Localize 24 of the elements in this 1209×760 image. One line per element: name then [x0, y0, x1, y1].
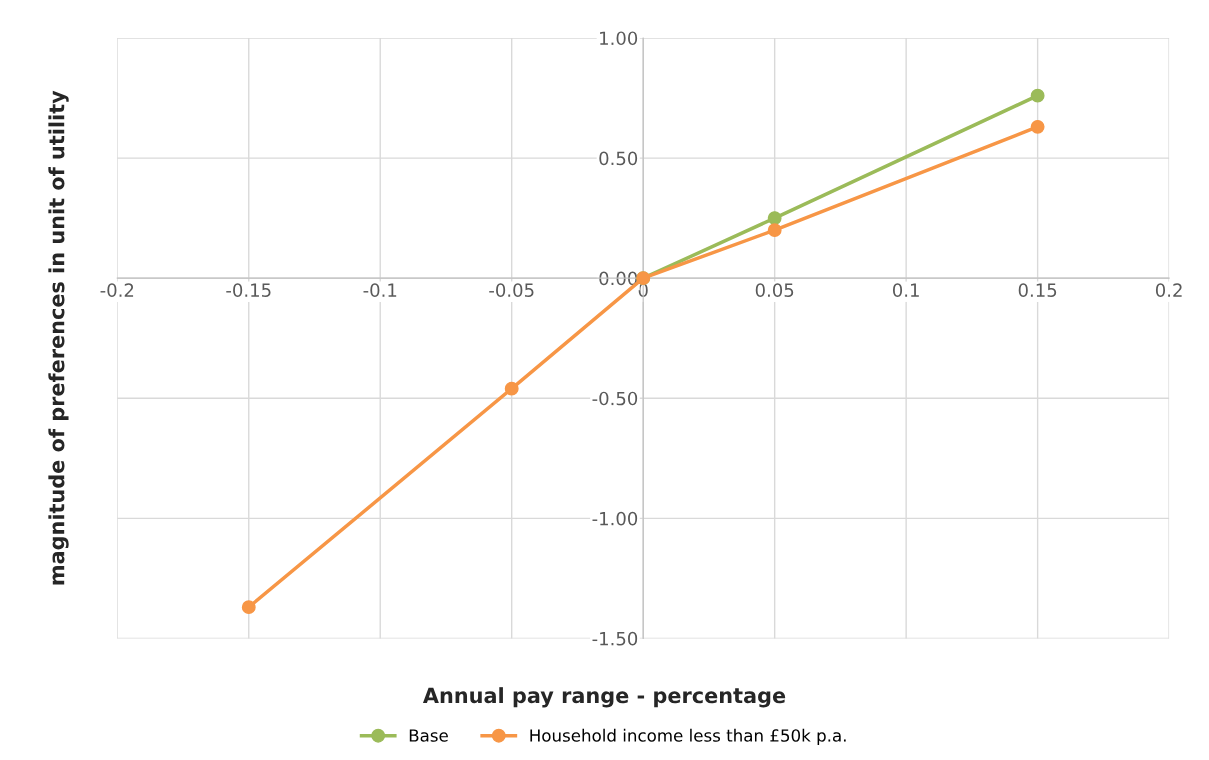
- point: [504, 381, 519, 396]
- y-tick-label: 0.50: [599, 151, 638, 166]
- x-tick-label: -0.1: [363, 283, 397, 297]
- x-tick-label: -0.05: [489, 283, 534, 297]
- x-tick-label: -0.15: [226, 283, 271, 297]
- x-axis-title: Annual pay range - percentage: [422, 687, 786, 708]
- x-tick-label: 0.15: [1018, 283, 1057, 297]
- x-tick-label: 0.05: [755, 283, 794, 297]
- y-tick-label: 1.00: [600, 31, 638, 46]
- y-tick-label: -1.00: [592, 511, 638, 526]
- x-tick-label: 0.2: [1155, 283, 1182, 297]
- legend-label: Household income less than £50k p.a.: [530, 728, 846, 745]
- y-tick-label: -0.50: [592, 391, 638, 406]
- x-tick-label: 0.1: [892, 283, 919, 297]
- point: [1030, 119, 1045, 134]
- point: [1030, 88, 1045, 103]
- point: [767, 223, 782, 238]
- y-axis-title: magnitude of preferences in unit of utility: [48, 90, 69, 585]
- x-tick-label: -0.2: [100, 283, 134, 297]
- point: [767, 211, 782, 226]
- y-tick-label: 0.00: [599, 271, 638, 286]
- y-tick-label: -1.50: [592, 631, 638, 646]
- legend-label: Base: [409, 729, 448, 742]
- point: [241, 600, 256, 615]
